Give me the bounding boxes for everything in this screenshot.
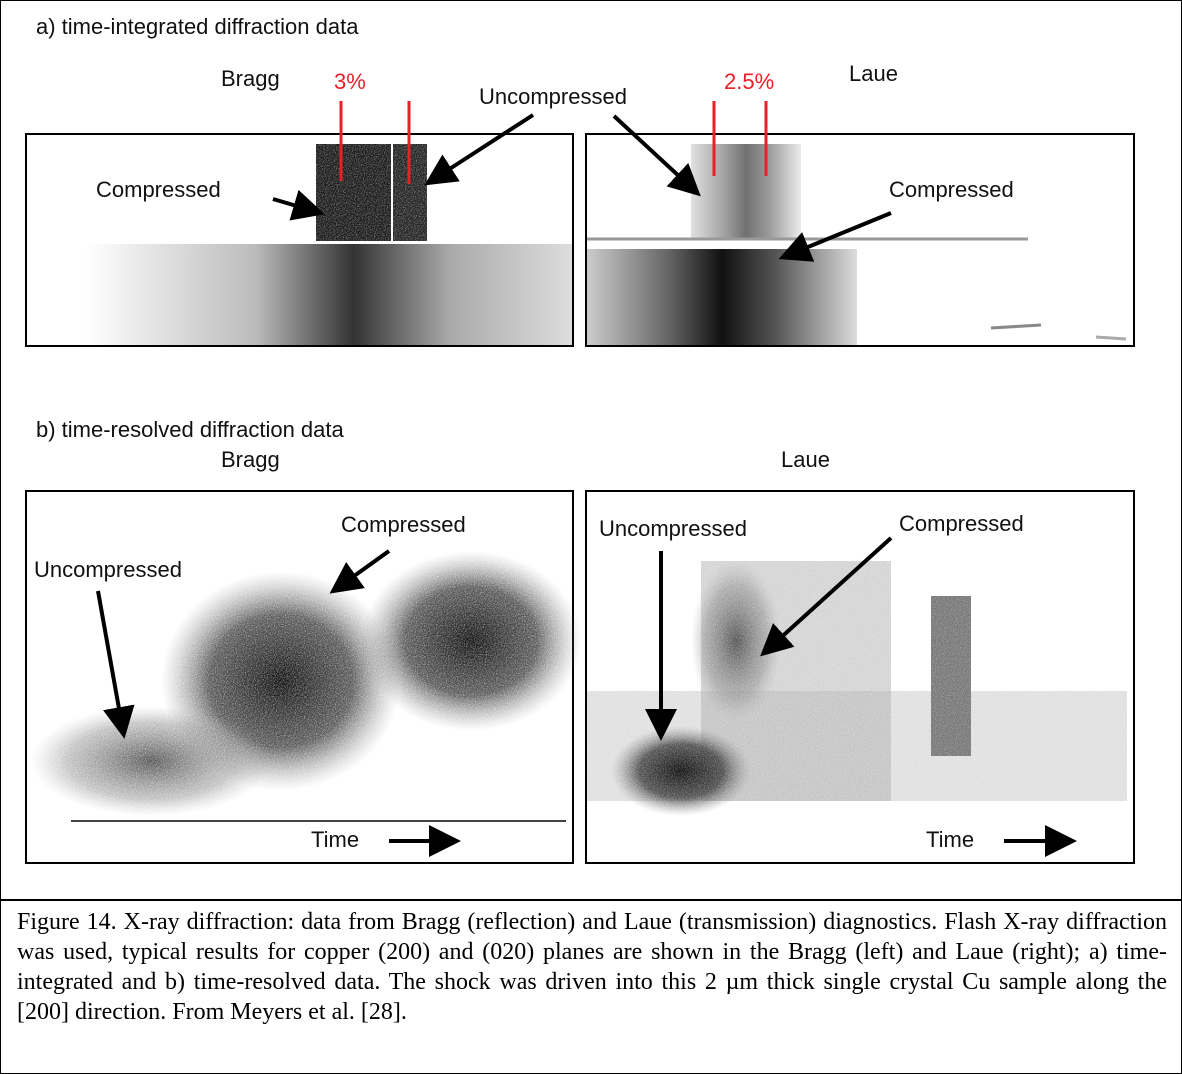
- annotation: Compressed: [899, 511, 1024, 536]
- annotation: Uncompressed: [479, 84, 627, 109]
- panel-title: Bragg: [221, 447, 280, 472]
- panel-title: Laue: [849, 61, 898, 86]
- panel-b-bragg: Compressed Uncompressed Time: [26, 491, 581, 863]
- strain-label: 2.5%: [724, 69, 774, 94]
- axis-label: Time: [926, 827, 974, 852]
- section-label: a) time-integrated diffraction data: [36, 14, 359, 39]
- separator: [1, 899, 1181, 901]
- figure: a) time-integrated diffraction data Brag…: [1, 1, 1181, 899]
- section-label: b) time-resolved diffraction data: [36, 417, 345, 442]
- annotation: Uncompressed: [599, 516, 747, 541]
- strain-label: 3%: [334, 69, 366, 94]
- annotation: Compressed: [341, 512, 466, 537]
- panel-b-laue: Uncompressed Compressed Time: [586, 491, 1134, 863]
- page: a) time-integrated diffraction data Brag…: [0, 0, 1182, 1074]
- panel-title: Laue: [781, 447, 830, 472]
- panel-a-bragg: Compressed: [26, 134, 573, 346]
- annotation: Uncompressed: [34, 557, 182, 582]
- annotation: Compressed: [889, 177, 1014, 202]
- caption: Figure 14. X-ray diffraction: data from …: [17, 907, 1167, 1027]
- panel-title: Bragg: [221, 66, 280, 91]
- axis-label: Time: [311, 827, 359, 852]
- annotation: Compressed: [96, 177, 221, 202]
